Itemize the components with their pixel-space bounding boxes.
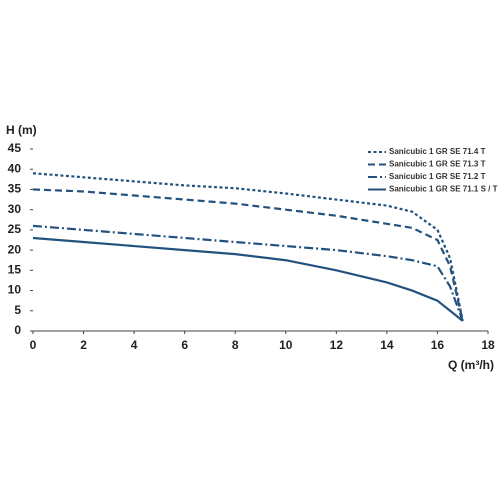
y-tick-label: 15 xyxy=(8,263,22,277)
y-tick-label: 25 xyxy=(8,222,22,236)
x-tick-label: 8 xyxy=(232,338,239,352)
y-tick-label: 30 xyxy=(8,202,22,216)
x-tick-label: 4 xyxy=(131,338,138,352)
series-line xyxy=(32,172,464,322)
series-line xyxy=(32,188,464,322)
x-tick-label: 10 xyxy=(279,338,293,352)
legend-label: Sanicubic 1 GR SE 71.3 T xyxy=(389,160,486,169)
x-tick-label: 0 xyxy=(30,338,37,352)
legend-label: Sanicubic 1 GR SE 71.2 T xyxy=(389,172,486,181)
x-tick-label: 16 xyxy=(431,338,445,352)
x-tick-label: 14 xyxy=(380,338,394,352)
y-tick-label: 45 xyxy=(8,141,22,155)
series-line xyxy=(32,224,464,322)
legend-label: Sanicubic 1 GR SE 71.1 S / T xyxy=(389,185,498,194)
series-line xyxy=(32,236,464,322)
y-tick-label: 5 xyxy=(14,303,21,317)
y-axis-label: H (m) xyxy=(6,123,37,137)
x-tick-label: 18 xyxy=(481,338,495,352)
y-tick-label: 20 xyxy=(8,242,22,256)
x-tick-label: 12 xyxy=(330,338,344,352)
legend-label: Sanicubic 1 GR SE 71.4 T xyxy=(389,147,486,156)
y-tick-label: 40 xyxy=(8,161,22,175)
y-tick-label: 35 xyxy=(8,182,22,196)
x-axis-label: Q (m³/h) xyxy=(448,358,494,372)
x-tick-label: 2 xyxy=(80,338,87,352)
y-tick-label: 10 xyxy=(8,283,22,297)
y-tick-label: 0 xyxy=(14,323,21,337)
x-tick-label: 6 xyxy=(181,338,188,352)
